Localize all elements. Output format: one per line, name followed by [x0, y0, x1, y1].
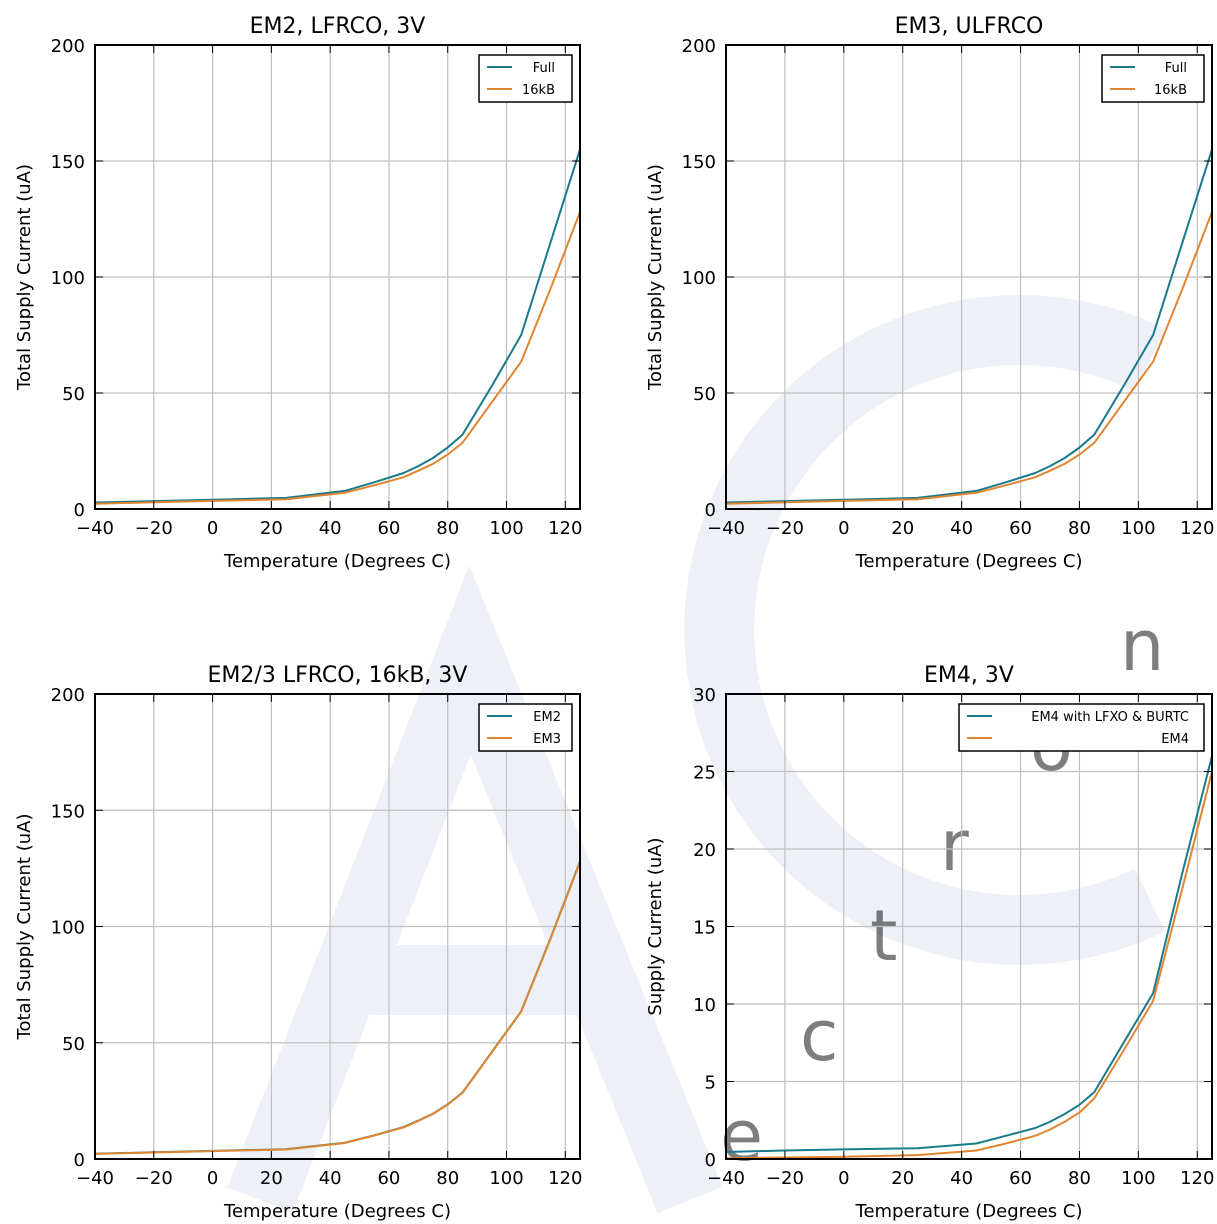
x-tick-label: 40	[950, 518, 973, 539]
series-line-2	[726, 211, 1212, 505]
x-tick-label: 20	[891, 518, 914, 539]
x-tick-label: 40	[319, 1168, 342, 1189]
x-tick-label: 0	[207, 518, 218, 539]
x-tick-label: −20	[766, 518, 804, 539]
x-axis-label: Temperature (Degrees C)	[223, 1201, 451, 1222]
x-tick-label: 20	[891, 1168, 914, 1189]
y-tick-label: 20	[693, 840, 716, 861]
legend-label-2: 16kB	[1154, 83, 1187, 98]
x-tick-label: 0	[838, 518, 849, 539]
x-tick-label: 100	[489, 518, 523, 539]
chart-title: EM2, LFRCO, 3V	[250, 14, 426, 39]
legend-box	[478, 703, 573, 752]
x-tick-label: 0	[838, 1168, 849, 1189]
y-tick-label: 100	[682, 268, 716, 289]
y-tick-label: 30	[693, 685, 716, 706]
x-tick-label: 20	[260, 518, 283, 539]
x-tick-label: 60	[377, 518, 400, 539]
x-tick-label: −20	[135, 1168, 173, 1189]
x-tick-label: 120	[1180, 1168, 1214, 1189]
chart-panel-1: −40 −20 0 20 40 60 80 100 120 0 50 100 150 200 EM2, LF…	[14, 14, 582, 572]
series-line-2	[726, 771, 1212, 1159]
legend: Full 16kB	[478, 54, 573, 103]
series-line-1	[726, 149, 1212, 504]
x-tick-label: 120	[1180, 518, 1214, 539]
chart-panel-2: −40 −20 0 20 40 60 80 100 120 0 50 100 150 200 EM3, UL…	[645, 14, 1214, 572]
y-tick-label: 15	[693, 918, 716, 939]
y-tick-label: 200	[682, 36, 716, 57]
x-tick-label: 100	[1121, 1168, 1155, 1189]
x-tick-label: −40	[76, 1168, 114, 1189]
x-tick-label: −40	[707, 518, 745, 539]
x-tick-label: 80	[1068, 518, 1091, 539]
series-line-1	[95, 861, 580, 1155]
y-tick-label: 5	[705, 1073, 716, 1094]
y-tick-label: 0	[705, 500, 716, 521]
legend-label-2: EM4	[1161, 732, 1189, 747]
x-tick-label: 60	[377, 1168, 400, 1189]
x-tick-label: 60	[1009, 1168, 1032, 1189]
x-tick-label: 100	[489, 1168, 523, 1189]
legend-label-1: EM4 with LFXO & BURTC	[1031, 710, 1189, 725]
x-tick-label: 80	[436, 518, 459, 539]
x-tick-label: 120	[548, 518, 582, 539]
y-tick-label: 50	[693, 384, 716, 405]
x-tick-label: 120	[548, 1168, 582, 1189]
y-axis-label: Total Supply Current (uA)	[14, 814, 35, 1041]
x-tick-label: 40	[319, 518, 342, 539]
y-axis-label: Total Supply Current (uA)	[14, 164, 35, 391]
series-line-1	[726, 755, 1212, 1153]
x-axis-label: Temperature (Degrees C)	[855, 551, 1083, 572]
x-tick-label: 20	[260, 1168, 283, 1189]
legend: Full 16kB	[1101, 54, 1205, 103]
legend-label-1: EM2	[533, 710, 561, 725]
y-axis-label: Total Supply Current (uA)	[645, 164, 666, 391]
x-tick-label: 40	[950, 1168, 973, 1189]
legend-label-1: Full	[533, 61, 555, 76]
chart-title: EM4, 3V	[924, 663, 1014, 688]
x-tick-label: 80	[436, 1168, 459, 1189]
chart-title: EM3, ULFRCO	[895, 14, 1044, 39]
y-tick-label: 100	[51, 918, 85, 939]
legend-box	[1101, 54, 1205, 103]
y-tick-label: 150	[51, 152, 85, 173]
legend-label-2: 16kB	[522, 83, 555, 98]
y-tick-label: 25	[693, 763, 716, 784]
x-axis-label: Temperature (Degrees C)	[223, 551, 451, 572]
legend-label-1: Full	[1165, 61, 1187, 76]
legend-label-2: EM3	[533, 732, 561, 747]
x-tick-label: 80	[1068, 1168, 1091, 1189]
legend: EM4 with LFXO & BURTC EM4	[958, 703, 1205, 752]
x-axis-label: Temperature (Degrees C)	[855, 1201, 1083, 1222]
y-axis-label: Supply Current (uA)	[645, 837, 666, 1015]
x-tick-label: 0	[207, 1168, 218, 1189]
x-tick-label: 100	[1121, 518, 1155, 539]
x-tick-label: −20	[766, 1168, 804, 1189]
y-tick-label: 150	[51, 801, 85, 822]
series-line-2	[95, 861, 580, 1155]
y-tick-label: 0	[74, 500, 85, 521]
chart-panel-3: −40 −20 0 20 40 60 80 100 120 0 50 100 150 200 EM2/3 L…	[14, 663, 582, 1222]
series-line-2	[95, 211, 580, 505]
chart-panel-4: −40 −20 0 20 40 60 80 100 120 0 5 10 15 20 25 30 EM4, 3V…	[645, 663, 1214, 1222]
y-tick-label: 10	[693, 995, 716, 1016]
chart-title: EM2/3 LFRCO, 16kB, 3V	[208, 663, 468, 688]
x-tick-label: 60	[1009, 518, 1032, 539]
x-tick-label: −20	[135, 518, 173, 539]
y-tick-label: 50	[62, 1034, 85, 1055]
y-tick-label: 200	[51, 36, 85, 57]
y-tick-label: 0	[74, 1150, 85, 1171]
x-tick-label: −40	[76, 518, 114, 539]
y-tick-label: 0	[705, 1150, 716, 1171]
y-tick-label: 150	[682, 152, 716, 173]
legend-box	[478, 54, 573, 103]
y-tick-label: 50	[62, 384, 85, 405]
legend-box	[958, 703, 1205, 752]
y-tick-label: 100	[51, 268, 85, 289]
series-line-1	[95, 149, 580, 504]
x-tick-label: −40	[707, 1168, 745, 1189]
y-tick-label: 200	[51, 685, 85, 706]
